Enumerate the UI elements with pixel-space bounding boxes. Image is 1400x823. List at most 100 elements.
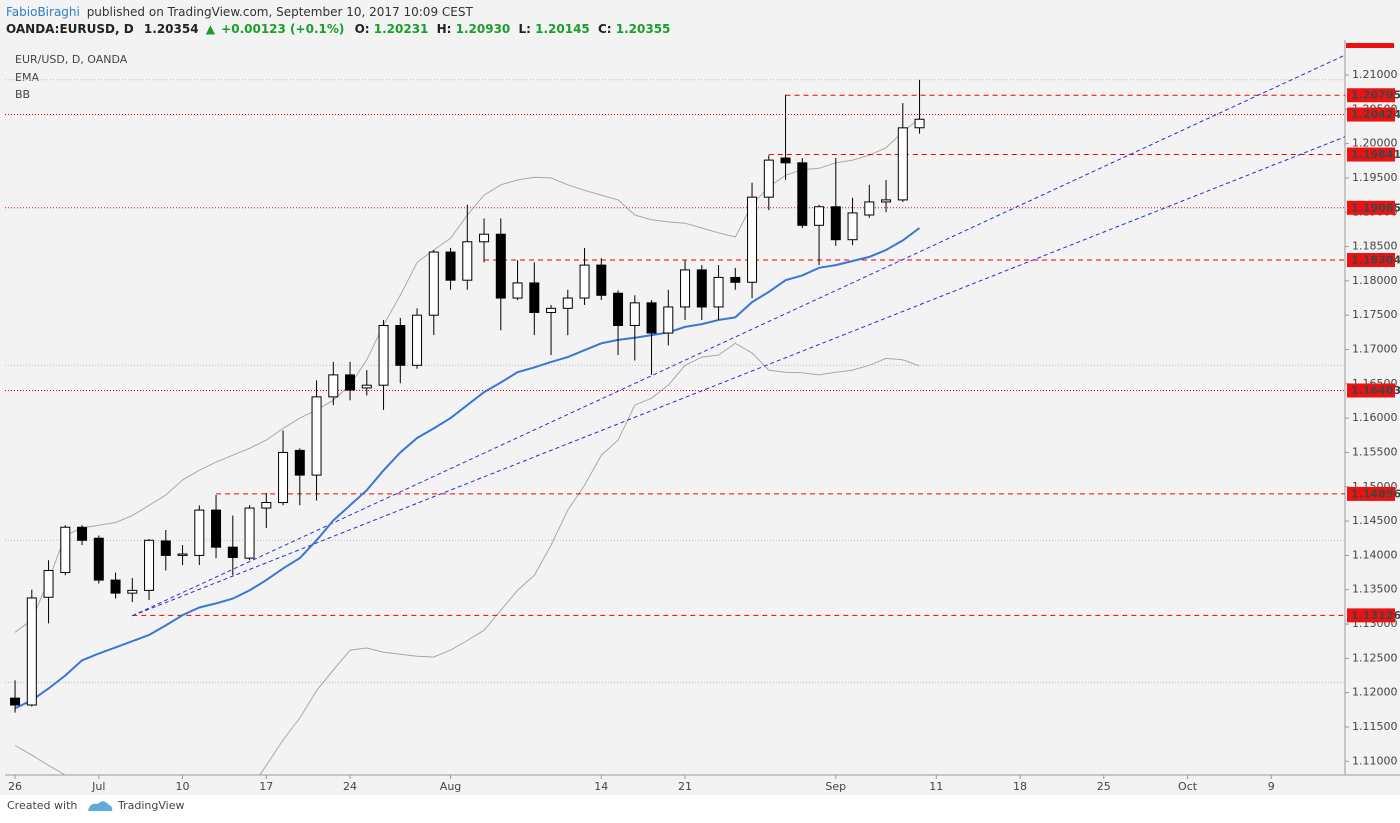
x-tick-label: 25	[1097, 780, 1111, 793]
legend-ema: EMA	[15, 71, 39, 84]
candle-body	[244, 507, 255, 559]
x-tick-label: Jul	[91, 780, 105, 793]
c-label: C:	[598, 22, 612, 36]
change: +0.00123 (+0.1%)	[221, 22, 344, 36]
trendline	[132, 136, 1345, 617]
header-line-2: OANDA:EURUSD, D 1.20354 ▲ +0.00123 (+0.1…	[6, 22, 670, 36]
y-tick-label: 1.14000	[1352, 548, 1398, 561]
x-tick-label: Sep	[825, 780, 846, 793]
x-tick-label: 11	[929, 780, 943, 793]
h: 1.20930	[456, 22, 511, 36]
y-tick-label: 1.17000	[1352, 343, 1398, 356]
x-tick-label: 24	[343, 780, 357, 793]
price-box-label: 1.19065	[1351, 201, 1400, 214]
candle-body	[680, 269, 691, 308]
price-box-label: 1.18304	[1351, 254, 1400, 267]
candle-body	[227, 546, 238, 558]
price-box	[1347, 486, 1395, 501]
price-box	[1347, 107, 1395, 122]
price-box	[1347, 608, 1395, 623]
candle-body	[144, 539, 155, 591]
price-box-label: 1.16403	[1351, 384, 1400, 397]
legend-bb: BB	[15, 88, 30, 101]
candle-body	[194, 509, 205, 556]
background	[0, 0, 1400, 795]
top-marker	[1346, 43, 1394, 48]
price-box	[1347, 200, 1395, 215]
x-tick-label: 21	[678, 780, 692, 793]
x-tick-label: Aug	[440, 780, 461, 793]
candle-body	[43, 569, 54, 598]
candle-body	[495, 233, 506, 299]
last: 1.20354	[144, 22, 199, 36]
y-tick-label: 1.19500	[1352, 171, 1398, 184]
candle-body	[881, 199, 892, 203]
candle-body	[211, 509, 222, 548]
candle-body	[914, 118, 925, 129]
x-tick-label: 17	[259, 780, 273, 793]
candle-body	[26, 597, 37, 706]
candle-body	[847, 212, 858, 241]
x-tick-label: 9	[1268, 780, 1275, 793]
footer-bg	[0, 795, 1400, 823]
l: 1.20145	[535, 22, 590, 36]
x-tick-label: 18	[1013, 780, 1027, 793]
author: FabioBiraghi	[6, 5, 80, 19]
candle-body	[562, 297, 573, 309]
y-tick-label: 1.12500	[1352, 651, 1398, 664]
candle-body	[864, 201, 875, 216]
price-box-label: 1.20705	[1351, 89, 1400, 102]
l-label: L:	[518, 22, 530, 36]
candle-body	[311, 396, 322, 476]
candle-body	[177, 553, 188, 556]
candle-body	[830, 206, 841, 241]
ema-line	[14, 227, 921, 710]
candle-body	[596, 264, 607, 296]
candle-body	[127, 589, 138, 594]
logo	[88, 801, 113, 811]
candle-body	[747, 196, 758, 283]
h-label: H:	[437, 22, 452, 36]
candle-body	[629, 302, 640, 326]
price-box	[1347, 383, 1395, 398]
candle-body	[278, 451, 289, 504]
candle-body	[160, 540, 171, 556]
candle-body	[378, 324, 389, 386]
y-tick-label: 1.17500	[1352, 308, 1398, 321]
published: published on TradingView.com, September …	[87, 5, 474, 19]
y-tick-label: 1.15500	[1352, 445, 1398, 458]
y-tick-label: 1.11500	[1352, 720, 1398, 733]
legend-title: EUR/USD, D, OANDA	[15, 53, 128, 66]
y-tick-label: 1.21000	[1352, 68, 1398, 81]
candle-body	[797, 162, 808, 226]
y-tick-label: 1.20000	[1352, 137, 1398, 150]
trendline	[132, 54, 1345, 617]
price-box	[1347, 147, 1395, 162]
price-box	[1347, 88, 1395, 103]
arrow: ▲	[206, 22, 216, 36]
candle-body	[780, 157, 791, 164]
candle-body	[512, 282, 523, 299]
header-line-1: FabioBiraghi published on TradingView.co…	[6, 5, 473, 19]
footer-created: Created with	[7, 799, 77, 812]
candle-body	[328, 374, 339, 398]
candle-body	[546, 307, 557, 313]
candle-body	[713, 276, 724, 308]
candle-body	[663, 306, 674, 334]
candle-body	[361, 384, 372, 389]
candle-body	[462, 241, 473, 281]
o-label: O:	[355, 22, 370, 36]
x-tick-label: Oct	[1178, 780, 1198, 793]
candle-body	[814, 206, 825, 226]
price-box	[1347, 253, 1395, 268]
candle-body	[10, 697, 21, 706]
y-tick-label: 1.11000	[1352, 754, 1398, 767]
candle-body	[529, 282, 540, 313]
y-tick-label: 1.16000	[1352, 411, 1398, 424]
candle-body	[613, 292, 624, 326]
candle-body	[77, 526, 88, 541]
price-box-label: 1.14896	[1351, 487, 1400, 500]
candle-body	[395, 324, 406, 366]
